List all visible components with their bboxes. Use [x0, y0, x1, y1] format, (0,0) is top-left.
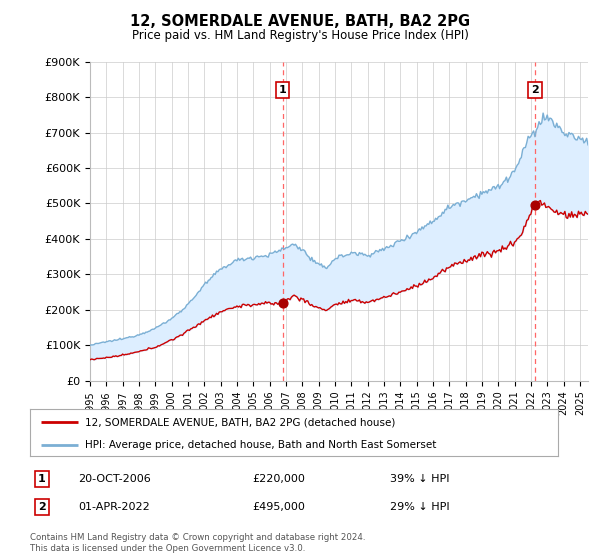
Text: 1: 1	[38, 474, 46, 484]
Text: 39% ↓ HPI: 39% ↓ HPI	[390, 474, 449, 484]
Text: £220,000: £220,000	[252, 474, 305, 484]
Text: 12, SOMERDALE AVENUE, BATH, BA2 2PG (detached house): 12, SOMERDALE AVENUE, BATH, BA2 2PG (det…	[85, 417, 396, 427]
Text: 29% ↓ HPI: 29% ↓ HPI	[390, 502, 449, 512]
Text: £495,000: £495,000	[252, 502, 305, 512]
Text: 12, SOMERDALE AVENUE, BATH, BA2 2PG: 12, SOMERDALE AVENUE, BATH, BA2 2PG	[130, 14, 470, 29]
Text: Price paid vs. HM Land Registry's House Price Index (HPI): Price paid vs. HM Land Registry's House …	[131, 29, 469, 42]
Point	[278, 298, 287, 307]
Text: 2: 2	[38, 502, 46, 512]
Text: 1: 1	[279, 85, 287, 95]
Text: 2: 2	[531, 85, 539, 95]
Text: HPI: Average price, detached house, Bath and North East Somerset: HPI: Average price, detached house, Bath…	[85, 440, 437, 450]
Text: 20-OCT-2006: 20-OCT-2006	[78, 474, 151, 484]
Point	[530, 201, 540, 210]
Text: 01-APR-2022: 01-APR-2022	[78, 502, 150, 512]
Text: Contains HM Land Registry data © Crown copyright and database right 2024.
This d: Contains HM Land Registry data © Crown c…	[30, 533, 365, 553]
